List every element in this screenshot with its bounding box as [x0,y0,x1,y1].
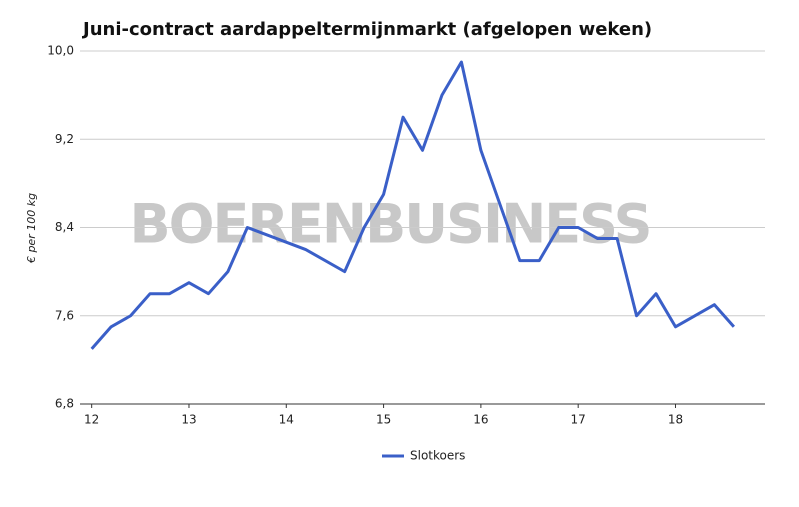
y-axis-label: € per 100 kg [25,193,38,264]
watermark: BOERENBUSINESS [129,193,650,256]
x-tick-label: 13 [181,413,196,427]
legend-label: Slotkoers [410,449,465,463]
x-tick-label: 15 [376,413,391,427]
x-tick-label: 12 [84,413,99,427]
y-tick-label: 8,4 [55,220,74,234]
y-tick-label: 7,6 [55,308,74,322]
x-tick-label: 14 [279,413,294,427]
y-tick-label: 9,2 [55,132,74,146]
y-tick-label: 10,0 [47,44,74,58]
x-tick-label: 16 [473,413,488,427]
line [90,60,735,350]
x-tick-label: 18 [668,413,683,427]
chart-title: Juni-contract aardappeltermijnmarkt (afg… [81,19,652,40]
y-tick-label: 6,8 [55,397,74,411]
x-tick-label: 17 [571,413,586,427]
